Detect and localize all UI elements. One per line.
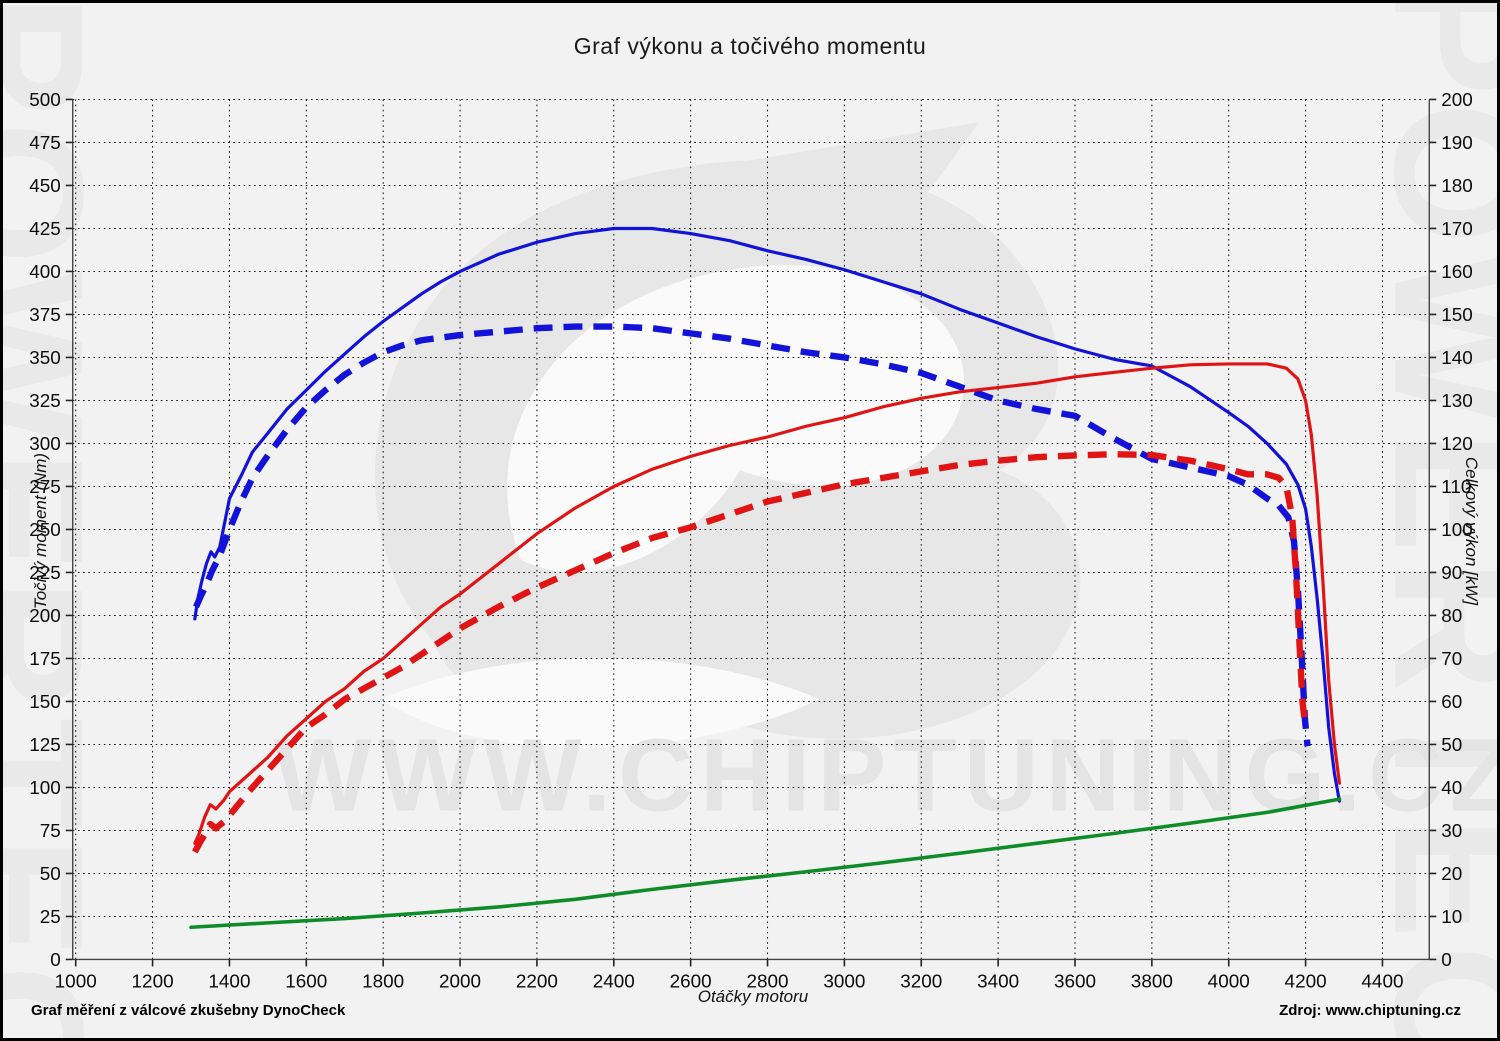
x-tick-label: 4200: [1285, 971, 1327, 992]
y-right-tick-label: 190: [1441, 133, 1473, 154]
y-left-tick-label: 75: [40, 821, 61, 842]
y-right-tick-label: 0: [1441, 950, 1452, 971]
y-right-tick-label: 110: [1441, 477, 1471, 498]
series-torque-tuned-blue-solid: [193, 226, 1342, 803]
chart-title: Graf výkonu a točivého momentu: [573, 33, 927, 59]
y-left-tick-label: 450: [29, 176, 61, 197]
x-tick-label: 1800: [362, 971, 404, 992]
x-axis-label: Otáčky motoru: [697, 987, 809, 1006]
y-left-tick-label: 225: [29, 563, 61, 584]
y-left-tick-label: 0: [50, 950, 61, 971]
x-tick-label: 4400: [1361, 971, 1403, 992]
data-series: [189, 226, 1342, 930]
x-tick-label: 1600: [285, 971, 327, 992]
y-right-tick-label: 20: [1441, 864, 1462, 885]
y-left-tick-label: 50: [40, 864, 61, 885]
y-left-tick-label: 300: [29, 434, 61, 455]
y-right-tick-label: 90: [1441, 563, 1462, 584]
series-power-tuned-red-solid: [193, 362, 1342, 845]
y-left-tick-label: 425: [29, 219, 61, 240]
x-tick-label: 1200: [132, 971, 174, 992]
y-right-tick-label: 170: [1441, 219, 1473, 240]
x-tick-label: 1000: [55, 971, 97, 992]
series-power-stock-red-dashed: [192, 451, 1309, 854]
y-right-tick-label: 180: [1441, 176, 1473, 197]
y-left-tick-label: 250: [29, 520, 61, 541]
footer-measurement-note: Graf měření z válcové zkušebny DynoCheck: [31, 1002, 346, 1019]
x-tick-label: 2200: [516, 971, 558, 992]
watermark-side-left: POWERTEC: [3, 3, 121, 1038]
griffin-logo-watermark: [374, 122, 1081, 748]
tick-labels: 0255075100125150175200225250275300325350…: [29, 90, 1473, 992]
y-left-tick-label: 150: [29, 692, 61, 713]
y-left-tick-label: 200: [29, 606, 61, 627]
series-losses-green-solid: [189, 797, 1342, 930]
y-left-tick-label: 375: [29, 305, 61, 326]
x-tick-label: 3800: [1131, 971, 1173, 992]
x-tick-label: 1400: [208, 971, 250, 992]
y-left-tick-label: 400: [29, 262, 61, 283]
y-right-tick-label: 40: [1441, 778, 1462, 799]
y-right-tick-label: 80: [1441, 606, 1462, 627]
y-right-tick-label: 130: [1441, 391, 1473, 412]
y-right-tick-label: 150: [1441, 305, 1473, 326]
tick-marks: [65, 98, 1437, 967]
y-left-tick-label: 500: [29, 90, 61, 111]
y-right-tick-label: 60: [1441, 692, 1462, 713]
y-right-tick-label: 50: [1441, 735, 1462, 756]
x-tick-label: 2800: [746, 971, 788, 992]
y-left-tick-label: 175: [29, 649, 61, 670]
y-right-tick-label: 10: [1441, 907, 1462, 928]
y-left-tick-label: 275: [29, 477, 61, 498]
x-tick-label: 3200: [900, 971, 942, 992]
x-tick-label: 3000: [823, 971, 865, 992]
y-axis-right-label: Celkový výkon [kW]: [1462, 456, 1481, 606]
chart-canvas: POWERTEC POWERTECWWW.CHIPTUNING.CZ0255075…: [3, 3, 1497, 1038]
y-right-tick-label: 200: [1441, 90, 1473, 111]
y-right-tick-label: 140: [1441, 348, 1473, 369]
y-right-tick-label: 30: [1441, 821, 1462, 842]
y-right-tick-label: 70: [1441, 649, 1462, 670]
y-right-tick-label: 120: [1441, 434, 1473, 455]
y-left-tick-label: 350: [29, 348, 61, 369]
y-axis-left-label: Točivý moment (Nm): [31, 452, 50, 610]
y-left-tick-label: 125: [29, 735, 61, 756]
y-left-tick-label: 325: [29, 391, 61, 412]
watermark-center-url: WWW.CHIPTUNING.CZ: [274, 716, 1497, 832]
y-right-tick-label: 160: [1441, 262, 1473, 283]
y-left-tick-label: 25: [40, 907, 61, 928]
y-left-tick-label: 100: [29, 778, 61, 799]
y-right-tick-label: 100: [1441, 520, 1473, 541]
x-tick-label: 2400: [593, 971, 635, 992]
x-tick-label: 2600: [670, 971, 712, 992]
footer-source-link: Zdroj: www.chiptuning.cz: [1279, 1002, 1461, 1019]
watermark-side-right: POWERTEC: [1355, 3, 1497, 1038]
series-torque-stock-blue-dashed: [193, 323, 1311, 747]
gridlines: [72, 98, 1430, 960]
y-left-tick-label: 475: [29, 133, 61, 154]
x-tick-label: 2000: [439, 971, 481, 992]
x-tick-label: 3400: [977, 971, 1019, 992]
x-tick-label: 4000: [1208, 971, 1250, 992]
x-tick-label: 3600: [1054, 971, 1096, 992]
